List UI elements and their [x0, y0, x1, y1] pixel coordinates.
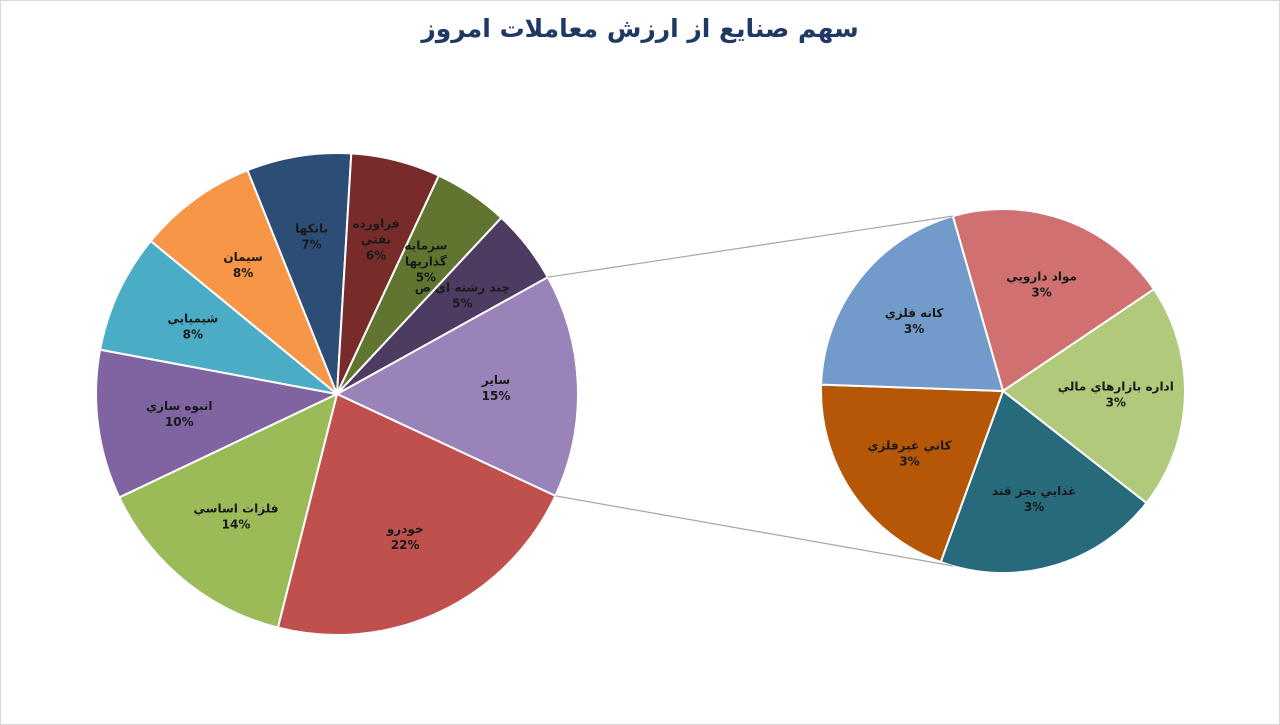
slice-percent-label: 7%	[301, 238, 321, 252]
slice-percent-label: 5%	[452, 297, 472, 311]
slice-percent-label: 3%	[1024, 500, 1044, 514]
main-pie	[95, 152, 579, 636]
slice-percent-label: 3%	[1106, 395, 1126, 409]
slice-label: فلزات اساسي	[194, 501, 279, 515]
slice-label: غذايي بجز قند	[992, 484, 1077, 498]
slice-percent-label: 10%	[165, 415, 194, 429]
slice-label: خودرو	[386, 522, 424, 537]
connector-line	[555, 495, 953, 567]
slice-percent-label: 8%	[183, 327, 203, 341]
slice-percent-label: 3%	[904, 322, 924, 336]
secondary-pie	[820, 208, 1186, 574]
slice-percent-label: 8%	[233, 266, 253, 280]
slice-label: سرمايه	[404, 239, 447, 253]
pie-slice	[336, 216, 550, 395]
pie-slice	[820, 383, 1005, 564]
slice-percent-label: 15%	[482, 389, 511, 403]
slice-label: شيميايي	[167, 311, 218, 325]
pie-slice	[98, 239, 338, 395]
slice-label: سيمان	[223, 250, 263, 264]
pie-slice	[117, 392, 339, 629]
pie-slice	[276, 392, 557, 636]
slice-percent-label: 22%	[391, 538, 420, 552]
slice-percent-label: 3%	[899, 455, 919, 469]
slice-label: بانكها	[295, 222, 328, 236]
connector-lines	[547, 215, 953, 567]
slice-label: كانه فلزي	[885, 306, 944, 320]
pie-slice	[951, 208, 1156, 393]
slice-label: اداره بازارهاي مالي	[1058, 379, 1174, 393]
slice-label: مواد دارويي	[1006, 270, 1077, 285]
slice-label: فراورده	[352, 216, 399, 231]
slice-percent-label: 14%	[222, 517, 251, 531]
connector-line	[547, 215, 953, 278]
slice-label: گذاريها	[405, 255, 447, 269]
slice-label: چند رشته اي ص	[415, 281, 510, 295]
slice-label: كاني غيرفلزي	[867, 439, 951, 453]
slice-percent-label: 3%	[1031, 286, 1051, 300]
pie-slice	[1001, 287, 1186, 505]
pie-slice	[95, 348, 341, 499]
pie-slice	[820, 214, 1005, 393]
slice-label: نفتي	[361, 232, 391, 246]
pie-slice	[246, 152, 353, 395]
chart-title: سهم صنايع از ارزش معاملات امروز	[421, 14, 859, 43]
pie-slice	[334, 275, 579, 498]
slice-label: انبوه سازي	[146, 399, 213, 414]
slice-percent-label: 5%	[416, 271, 436, 285]
pie-slice	[939, 389, 1148, 574]
pie-slice	[149, 168, 338, 395]
slice-label: سایر	[481, 373, 510, 387]
slice-percent-label: 6%	[366, 248, 386, 262]
